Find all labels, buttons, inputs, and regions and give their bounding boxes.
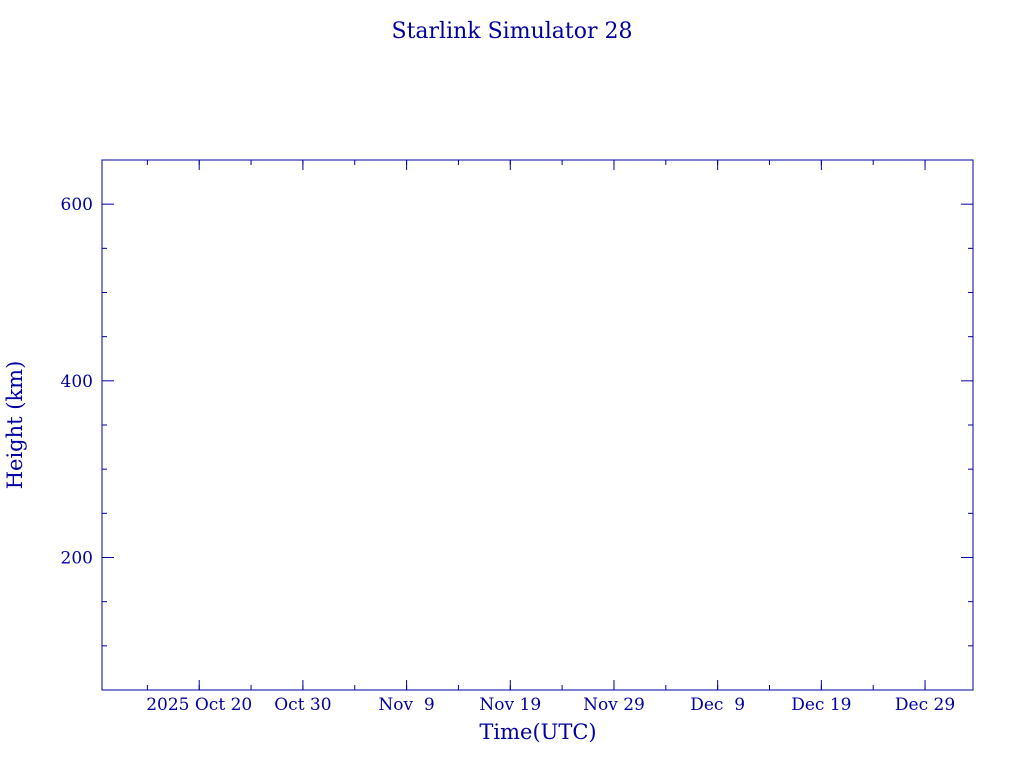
y-tick-label: 200 bbox=[61, 549, 93, 569]
y-tick-label: 600 bbox=[61, 195, 93, 215]
x-tick-label: Nov 9 bbox=[378, 695, 434, 715]
x-tick-label: Dec 19 bbox=[791, 695, 851, 715]
x-tick-label: Dec 9 bbox=[690, 695, 745, 715]
chart-title: Starlink Simulator 28 bbox=[392, 19, 633, 44]
x-tick-label: Dec 29 bbox=[895, 695, 955, 715]
x-tick-label: Nov 29 bbox=[583, 695, 645, 715]
x-tick-label: Oct 30 bbox=[274, 695, 331, 715]
y-axis-label: Height (km) bbox=[3, 361, 27, 490]
x-axis-label: Time(UTC) bbox=[479, 720, 596, 744]
plot-frame bbox=[101, 159, 974, 691]
x-tick-label: 2025 Oct 20 bbox=[146, 695, 252, 715]
tick-labels: 2025 Oct 20 Oct 30 Nov 9 Nov 19 Nov 29 Dec 9 D… bbox=[61, 195, 956, 715]
axis-ticks bbox=[102, 159, 973, 691]
y-tick-label: 400 bbox=[61, 372, 93, 392]
x-tick-label: Nov 19 bbox=[479, 695, 541, 715]
